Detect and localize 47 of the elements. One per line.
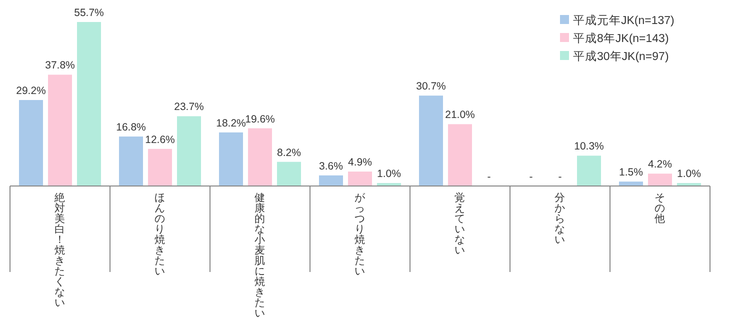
data-label: 12.6% <box>145 134 175 146</box>
bar <box>448 124 472 186</box>
bar <box>177 116 201 186</box>
bar <box>277 162 301 186</box>
legend-label: 平成元年JK(n=137) <box>573 14 675 27</box>
x-tick-label: その他 <box>654 192 666 225</box>
bar <box>148 148 172 186</box>
data-label: 30.7% <box>416 80 446 93</box>
legend-label: 平成30年JK(n=97) <box>573 50 669 63</box>
bar <box>219 132 243 186</box>
bar <box>619 182 643 186</box>
text: - <box>487 171 491 183</box>
bar <box>19 100 43 186</box>
data-label: 18.2% <box>216 117 246 130</box>
text: - <box>558 171 562 183</box>
x-tick-label: がっつり焼きたい <box>354 192 366 278</box>
data-label: 1.5% <box>619 166 643 179</box>
x-tick-label: ほんのり焼きたい <box>154 192 166 278</box>
data-label: 1.0% <box>677 168 701 180</box>
data-label: 16.8% <box>116 122 146 134</box>
data-label: 37.8% <box>45 60 75 72</box>
category-label: 健康的な小麦肌に焼きたい <box>254 192 266 320</box>
data-label: 10.3% <box>574 140 604 153</box>
category-label: 絶対美白！焼きたくない <box>54 192 66 309</box>
data-label: 55.7% <box>74 7 104 19</box>
x-tick-label: 分からない <box>554 192 566 246</box>
bar <box>77 22 101 186</box>
bar <box>119 136 143 186</box>
bar <box>348 172 372 186</box>
data-label: 19.6% <box>245 113 275 126</box>
legend-label: 平成8年JK(n=143) <box>573 32 669 45</box>
text: - <box>529 171 533 183</box>
data-label: 23.7% <box>174 101 204 114</box>
data-label: 21.0% <box>445 109 475 122</box>
bar <box>48 74 72 186</box>
data-label: 29.2% <box>16 85 46 98</box>
data-label: 1.0% <box>377 168 401 180</box>
bar <box>419 96 443 186</box>
data-label: 3.6% <box>319 160 343 172</box>
data-label: 8.2% <box>277 146 301 159</box>
bar <box>319 175 343 186</box>
data-label: 4.2% <box>648 158 672 171</box>
bar <box>248 128 272 186</box>
x-tick-label: 覚えていない <box>454 191 466 256</box>
bar <box>648 174 672 186</box>
data-label: 4.9% <box>348 156 372 169</box>
bar <box>577 156 601 186</box>
